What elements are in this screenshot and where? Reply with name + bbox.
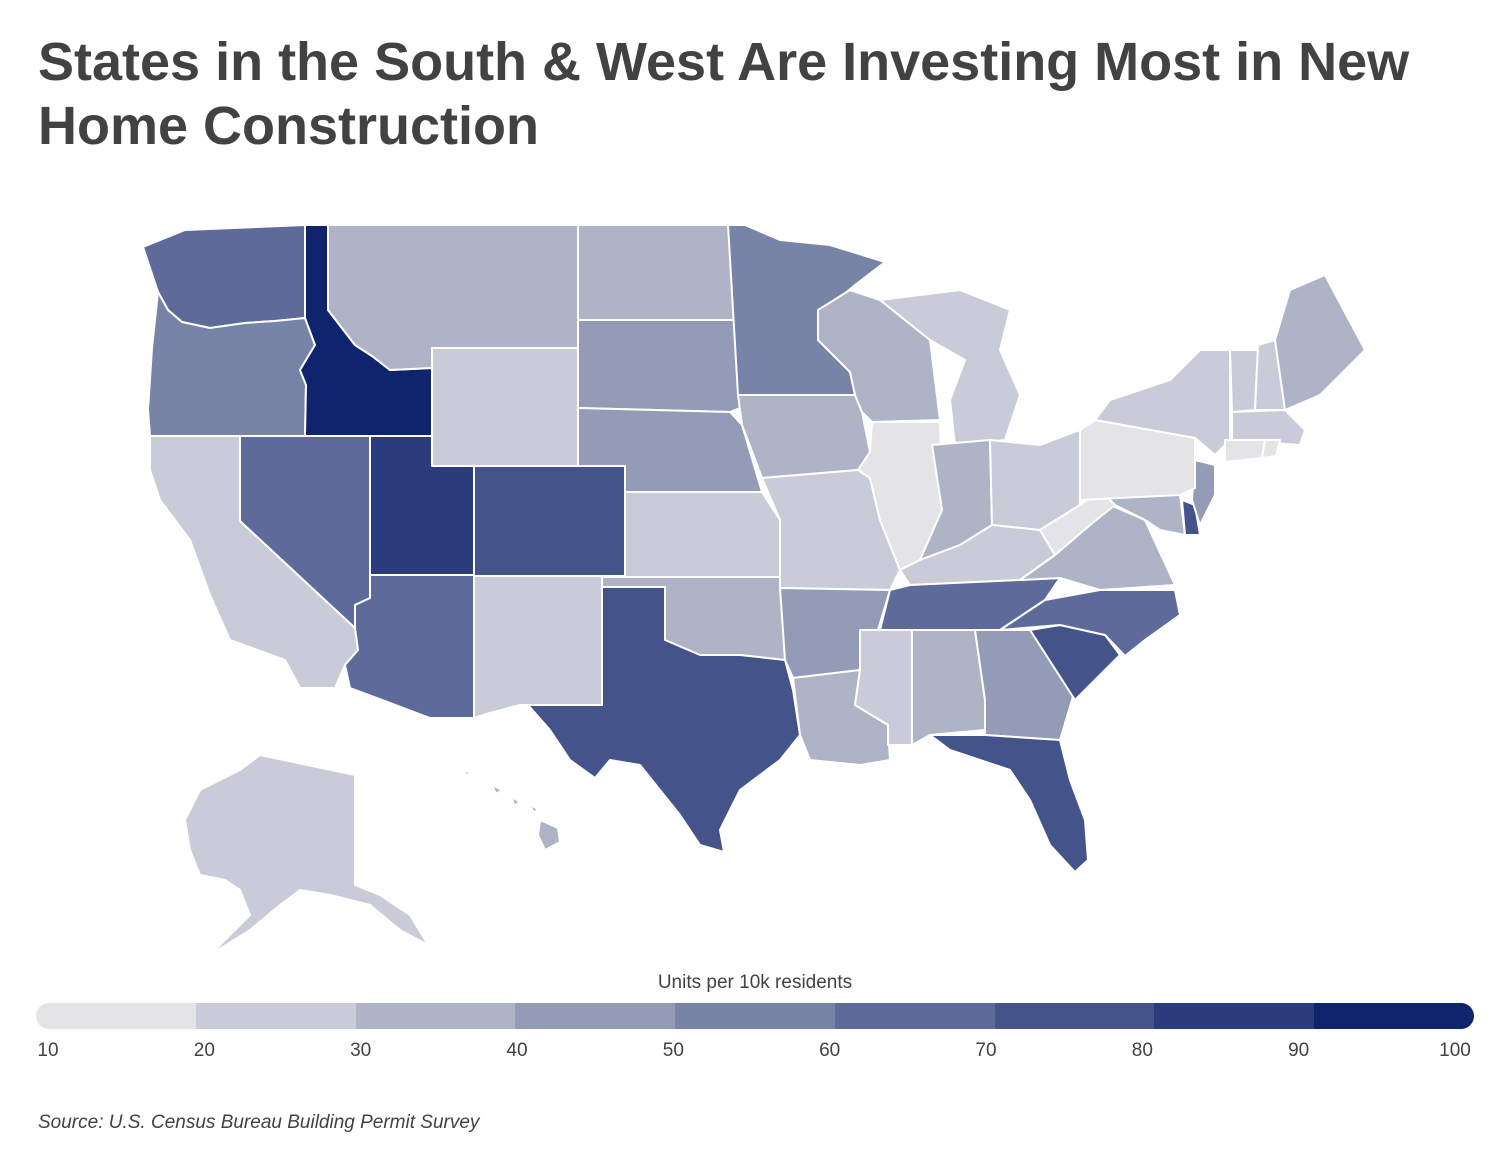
state-new-jersey [1191,459,1216,526]
state-maine [1274,274,1366,411]
legend-bin-7 [1154,1003,1315,1029]
legend-bin-3 [515,1003,676,1029]
state-new-mexico [473,575,603,719]
legend-bin-6 [994,1003,1155,1029]
legend-title: Units per 10k residents [657,972,853,993]
state-hawaii [464,769,561,851]
state-alabama [911,629,986,746]
legend-tick: 100 [1439,1040,1471,1061]
source-note: Source: U.S. Census Bureau Building Perm… [38,1112,480,1133]
legend-tick: 80 [1131,1040,1153,1061]
legend-tick: 60 [819,1040,841,1061]
state-kansas [624,491,781,578]
legend-bin-0 [36,1003,196,1029]
state-michigan [879,289,1021,446]
state-florida [929,734,1089,873]
state-alaska [184,754,429,956]
legend-tick: 20 [193,1040,215,1061]
state-massachusetts [1231,409,1306,446]
legend-ticks: 10 20 30 40 50 60 70 80 90 100 [0,1040,1500,1064]
legend-bin-5 [834,1003,995,1029]
legend-tick: 30 [350,1040,372,1061]
legend-tick: 10 [37,1040,59,1061]
state-north-carolina [999,589,1181,657]
state-wyoming [431,347,579,467]
state-iowa [737,394,871,479]
legend-bin-2 [355,1003,516,1029]
chart-title: States in the South & West Are Investing… [38,32,1410,156]
legend-tick: 90 [1288,1040,1310,1061]
state-texas [527,586,801,853]
state-vermont [1229,349,1259,413]
state-connecticut [1224,439,1266,463]
state-north-dakota [577,224,739,321]
state-south-dakota [577,319,741,413]
state-colorado [473,465,626,577]
legend-bin-1 [195,1003,356,1029]
legend-bin-4 [675,1003,835,1029]
legend-tick: 40 [506,1040,528,1061]
legend-bin-8 [1314,1003,1474,1029]
us-choropleth-map [142,224,1366,956]
legend-color-bar [36,1003,1474,1029]
legend-tick: 50 [662,1040,684,1061]
state-rhode-island [1261,439,1281,459]
legend-tick: 70 [975,1040,997,1061]
